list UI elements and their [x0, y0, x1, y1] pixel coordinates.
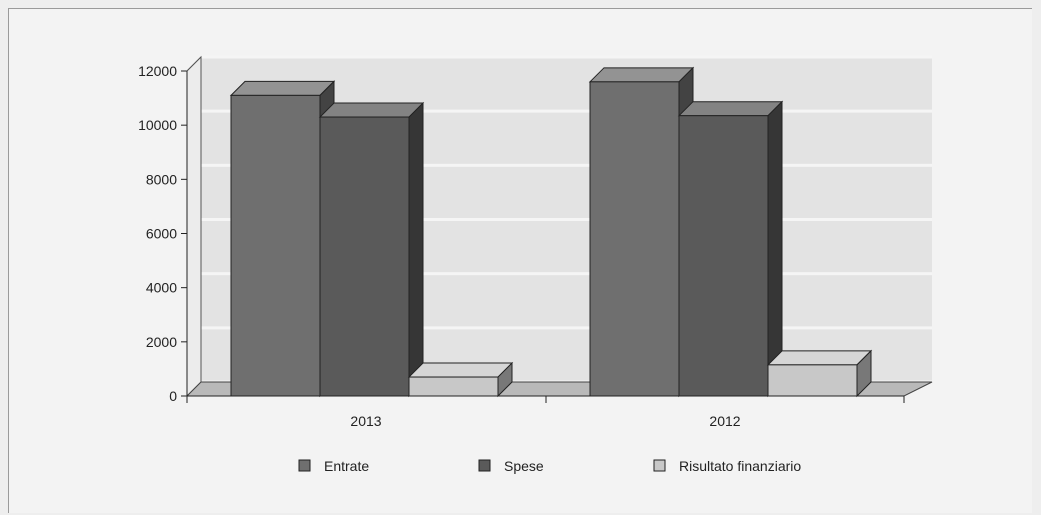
legend-label: Entrate — [324, 458, 369, 474]
bar-front-face — [589, 81, 680, 397]
bar-top-face — [229, 80, 336, 96]
bar-entrate-2012 — [588, 66, 695, 398]
y-tick-label: 2000 — [146, 334, 177, 350]
bar-front-face — [230, 94, 321, 397]
legend-label: Spese — [504, 458, 544, 474]
legend-swatch — [298, 459, 311, 472]
x-category-label: 2013 — [350, 413, 381, 429]
bar-top-face — [318, 102, 425, 118]
bar-risultato-finanziario-2013 — [407, 361, 514, 398]
bar-risultato-finanziario-2012 — [766, 349, 873, 398]
bar-spese-2012 — [677, 100, 784, 398]
y-tick-label: 10000 — [138, 117, 177, 133]
bar-top-face — [407, 362, 514, 378]
side-wall — [186, 55, 202, 398]
bar-top-face — [588, 67, 695, 83]
y-tick-label: 6000 — [146, 226, 177, 242]
x-category-label: 2012 — [709, 413, 740, 429]
bar-front-face — [319, 116, 410, 397]
bar-front-face — [678, 115, 769, 397]
bar-chart: 0 2000 4000 6000 8000 10000 12000 2013 2012 Entra… — [138, 55, 933, 474]
y-tick-label: 8000 — [146, 171, 177, 187]
y-tick-label: 0 — [169, 388, 177, 404]
bar-side-face — [408, 101, 424, 398]
bar-front-face — [408, 376, 499, 397]
legend-swatch — [478, 459, 491, 472]
bar-spese-2013 — [318, 101, 425, 398]
bar-side-face — [767, 100, 783, 398]
legend-label: Risultato finanziario — [679, 458, 801, 474]
legend-swatch — [653, 459, 666, 472]
y-tick-label: 12000 — [138, 63, 177, 79]
y-tick-label: 4000 — [146, 280, 177, 296]
bar-top-face — [677, 101, 784, 117]
bar-front-face — [767, 364, 858, 397]
bar-entrate-2013 — [229, 80, 336, 398]
chart-frame: 0 2000 4000 6000 8000 10000 12000 2013 2012 Entra… — [8, 8, 1032, 513]
bar-top-face — [766, 350, 873, 366]
